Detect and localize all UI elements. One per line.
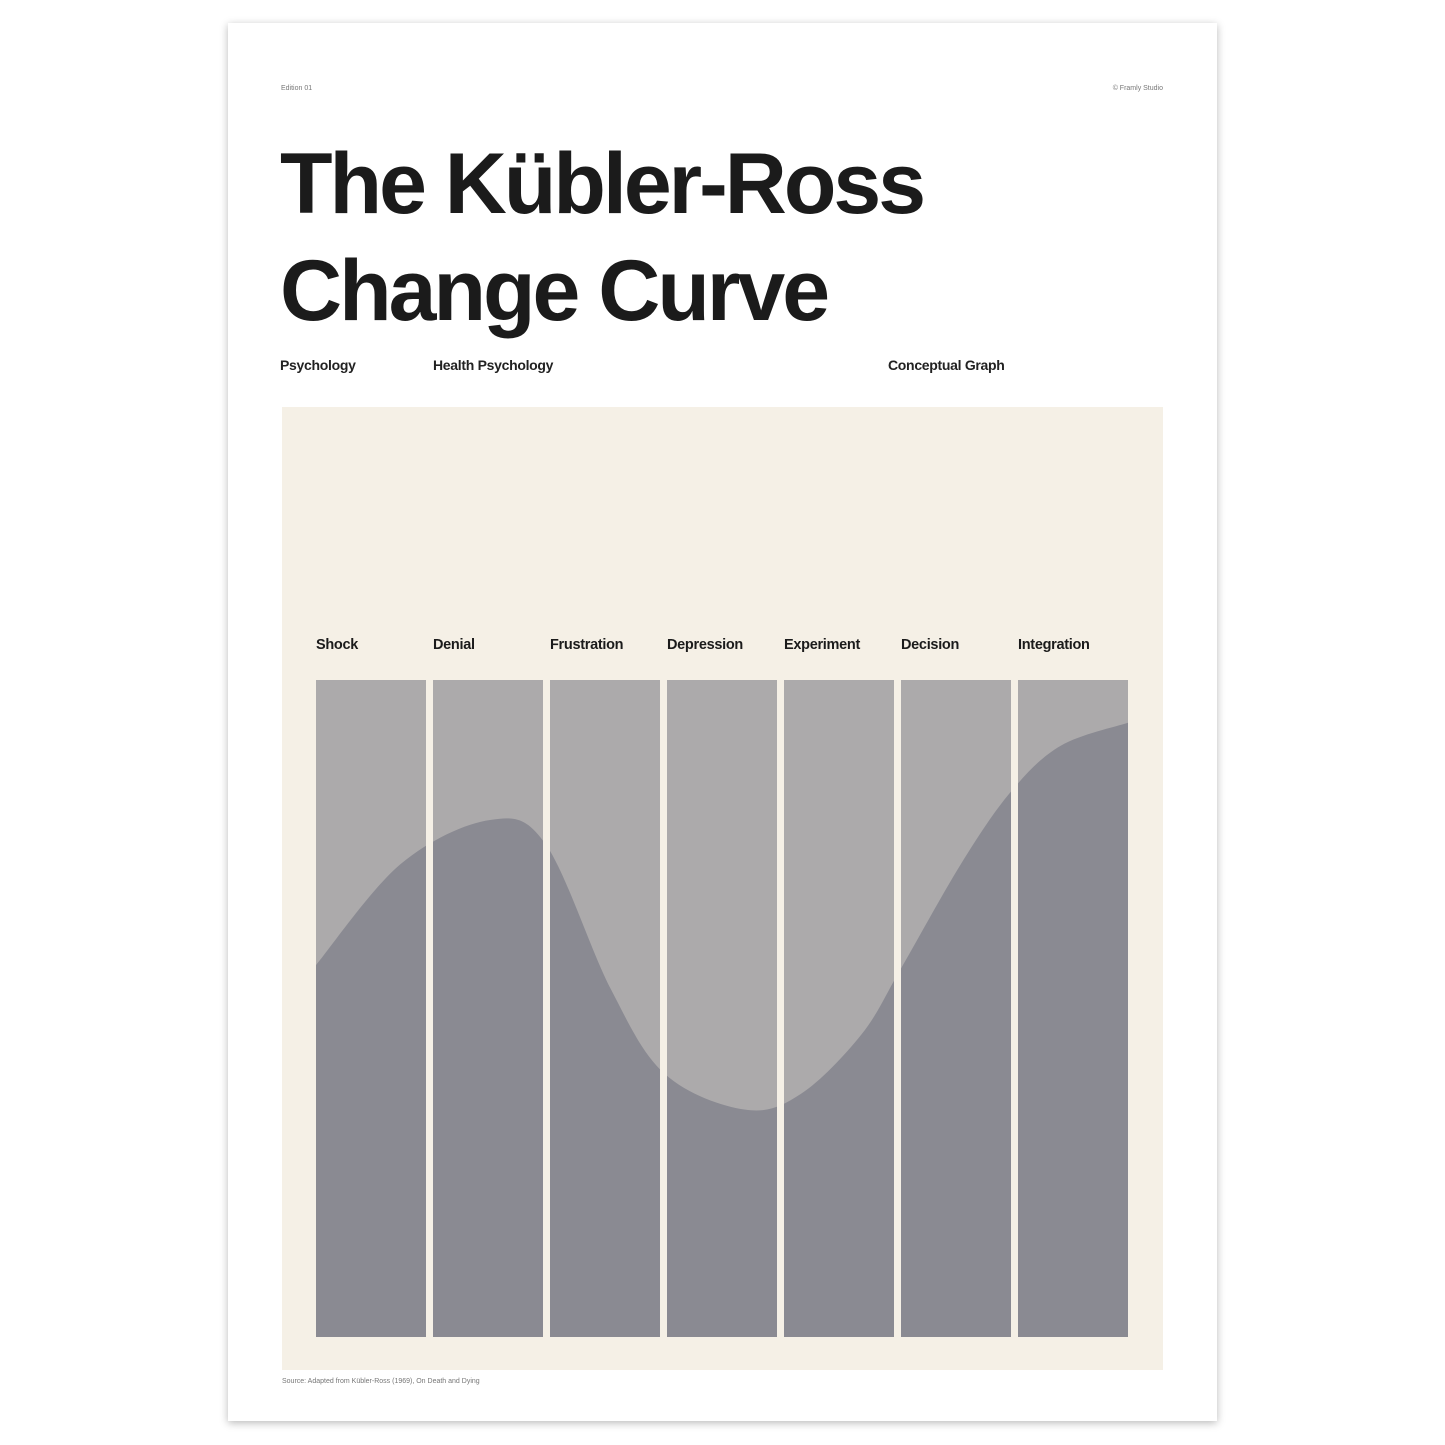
credit-label: © Framly Studio — [1112, 85, 1163, 92]
source-note: Source: Adapted from Kübler-Ross (1969),… — [282, 1378, 480, 1385]
stage-label-denial: Denial — [433, 637, 475, 653]
poster-title: The Kübler-Ross Change Curve — [280, 131, 926, 345]
stage-label-decision: Decision — [901, 637, 960, 653]
poster: Edition 01 © Framly Studio The Kübler-Ro… — [228, 23, 1217, 1421]
stage-label-experiment: Experiment — [784, 637, 860, 653]
category-type: Conceptual Graph — [888, 357, 1005, 373]
title-line-2: Change Curve — [280, 243, 830, 339]
stage-label-depression: Depression — [667, 637, 743, 653]
edition-label: Edition 01 — [281, 85, 313, 92]
category-subfield: Health Psychology — [433, 357, 554, 373]
stage-label-frustration: Frustration — [550, 637, 624, 653]
change-curve-chart — [316, 680, 1128, 1337]
stage-label-integration: Integration — [1018, 637, 1090, 653]
stage-label-shock: Shock — [316, 637, 359, 653]
chart-panel: Shock Denial Frustration Depression Experime… — [282, 407, 1163, 1370]
category-field: Psychology — [280, 357, 356, 373]
change-curve-area — [316, 722, 1128, 1337]
title-line-1: The Kübler-Ross — [280, 136, 926, 232]
